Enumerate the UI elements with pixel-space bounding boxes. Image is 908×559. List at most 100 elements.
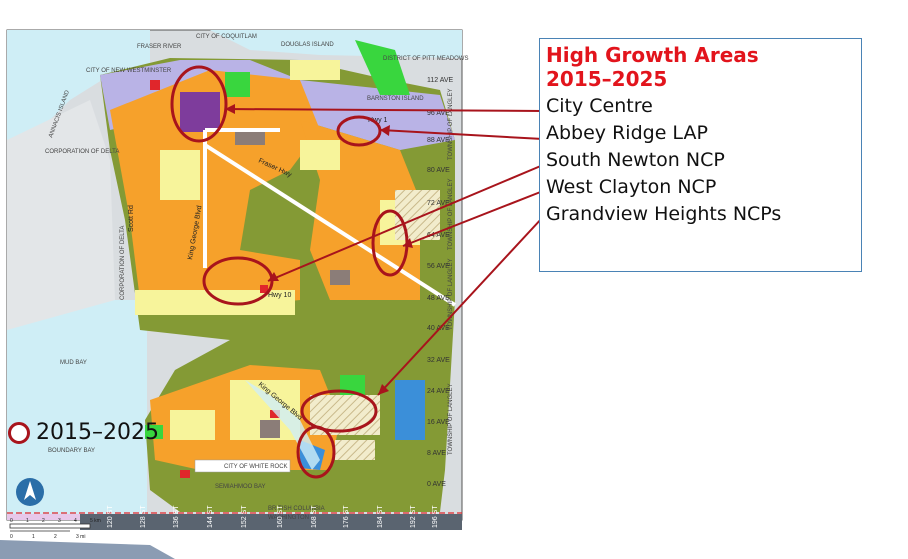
avenue-label: 112 AVE [427,77,454,84]
north-river-water [210,30,462,58]
commercial-block-1 [235,130,265,145]
circle-grandview-2 [296,425,336,479]
skytrain-line-3 [203,143,457,307]
langley-label-4: TOWNSHIP OF LANGLEY [448,384,454,455]
legend-item-west-clayton: West Clayton NCP [546,176,717,198]
avenue-label: 32 AVE [427,357,450,364]
scale-mi-tick: 3 mi [76,534,85,540]
street-label: 128 ST [140,505,147,528]
street-label: 144 ST [207,505,214,528]
hwy1-label: Hwy 1 [368,117,388,124]
avenue-label: 88 AVE [427,137,450,144]
commercial-block-2 [330,270,350,285]
avenue-label: 8 AVE [427,450,446,457]
scale-km-tick: 3 [58,518,61,524]
leader-city-centre [224,108,544,112]
leader-west-clayton [402,190,544,247]
delta-label-2: CORPORATION OF DELTA [120,226,126,300]
british-columbia-label: BRITISH COLUMBIA [268,506,325,512]
douglas-island-label: DOUGLAS ISLAND [281,42,334,48]
street-label: 184 ST [377,505,384,528]
future-area-grandview-2 [335,440,375,460]
avenue-label: 96 AVE [427,110,450,117]
legend-title: High Growth Areas 2015–2025 [546,43,759,91]
commercial-red-4 [180,470,190,478]
legend-item-grandview: Grandview Heights NCPs [546,203,782,225]
residential-north [290,60,340,80]
langley-label-3: TOWNSHIP OF LANGLEY [448,179,454,250]
street-label-band [80,514,462,530]
institutional-east [395,380,425,440]
white-rock-box [194,459,291,473]
residential-central [160,150,200,200]
park-1 [225,72,250,97]
avenue-label: 72 AVE [427,200,450,207]
scale-km-tick: 4 [74,518,77,524]
street-label: 136 ST [173,505,180,528]
coquitlam-label: CITY OF COQUITLAM [196,34,257,40]
langley-label-1: TOWNSHIP OF LANGLEY [448,89,454,160]
avenue-label: 16 AVE [427,419,450,426]
avenue-label: 48 AVE [427,295,450,302]
residential-south-2 [170,410,215,440]
commercial-red-2 [260,285,268,293]
leader-lines [224,104,544,396]
commercial-red-1 [150,80,160,90]
pitt-meadows-label: DISTRICT OF PITT MEADOWS [383,56,468,62]
boundary-bay-label: BOUNDARY BAY [48,448,95,454]
white-rock-label: CITY OF WHITE ROCK [224,464,288,470]
leader-abbey-ridge [379,129,544,140]
street-label: 196 ST [432,505,439,528]
street-label: 192 ST [410,505,417,528]
street-label: 152 ST [241,505,248,528]
legend-panel: High Growth Areas 2015–2025 City Centre … [539,38,862,272]
residential-band [135,290,295,315]
leader-south-newton [267,164,544,282]
hwy10-label: Hwy 10 [268,292,291,299]
north-arrow-icon [16,478,44,506]
residential-fleetwood [300,140,340,170]
langley-label-2: TOWNSHIP OF LANGLEY [448,259,454,330]
scale-mi-tick: 1 [32,534,35,540]
scale-km-tick: 0 [10,518,13,524]
future-area-clayton [395,190,440,240]
new-westminster-label: CITY OF NEW WESTMINSTER [86,68,172,74]
circle-grandview-1 [300,389,378,433]
legend-item-abbey-ridge: Abbey Ridge LAP [546,122,708,144]
barnston-island-label: BARNSTON ISLAND [367,96,424,102]
street-label: 176 ST [343,505,350,528]
key-label: 2015–2025 [36,420,159,445]
street-label: 120 ST [107,505,114,528]
map-key: 2015–2025 [8,420,159,445]
avenue-label: 80 AVE [427,167,450,174]
key-circle-icon [8,421,30,444]
fraser-river-water [7,30,150,150]
legend-list: City Centre Abbey Ridge LAP South Newton… [546,93,861,228]
park-crescent [145,425,163,439]
commercial-red-3 [270,410,280,418]
avenue-label: 56 AVE [427,263,450,270]
scale-mi-tick: 0 [10,534,13,540]
city-centre-zone [180,92,220,132]
semiahmoo-bay-label: SEMIAHMOO BAY [215,484,266,490]
scale-mi-ticks: 0 1 2 3 mi [10,534,85,540]
street-labels: 120 ST 128 ST 136 ST 144 ST 152 ST 160 ST 168 … [107,505,439,528]
avenue-label: 0 AVE [427,481,446,488]
scale-km-tick: 1 [26,518,29,524]
washington-label: WASHINGTON [268,515,309,521]
scott-rd-label: Scott Rd [128,205,135,232]
circle-city-centre [170,65,228,143]
scale-km-tick: 5 km [90,518,101,524]
street-label: 160 ST [277,505,284,528]
scale-km-ticks: 0 1 2 3 4 5 km [10,518,101,524]
avenue-label: 64 AVE [427,232,450,239]
avenue-label: 24 AVE [427,388,450,395]
street-label: 168 ST [311,505,318,528]
delta-label: CORPORATION OF DELTA [45,149,119,155]
scale-mi-tick: 2 [54,534,57,540]
mud-bay-label: MUD BAY [60,360,87,366]
slide-decoration [0,540,175,559]
legend-item-south-newton: South Newton NCP [546,149,725,171]
delta-land [7,100,115,330]
